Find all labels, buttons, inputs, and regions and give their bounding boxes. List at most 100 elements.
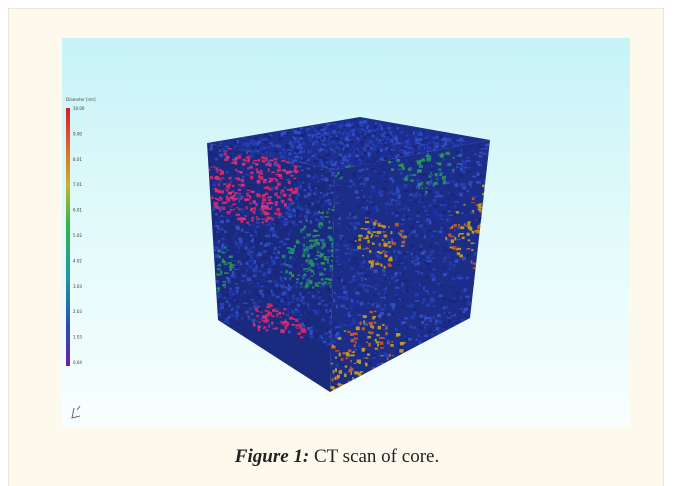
pore bbox=[448, 211, 451, 213]
pore bbox=[372, 120, 374, 122]
pore bbox=[400, 315, 403, 318]
pore bbox=[325, 216, 329, 217]
pore bbox=[333, 370, 335, 374]
pore bbox=[322, 340, 324, 342]
pore bbox=[391, 149, 395, 150]
pore bbox=[298, 138, 300, 140]
pore bbox=[407, 280, 409, 281]
colorbar-label: 8.01 bbox=[73, 157, 82, 162]
pore bbox=[315, 311, 319, 315]
pore bbox=[297, 310, 299, 313]
pore bbox=[324, 201, 327, 203]
pore bbox=[401, 223, 405, 225]
pore bbox=[282, 148, 285, 151]
pore bbox=[346, 153, 349, 156]
pore bbox=[354, 337, 358, 339]
pore bbox=[467, 298, 471, 301]
pore bbox=[414, 296, 418, 299]
pore bbox=[417, 169, 421, 173]
pore bbox=[256, 218, 260, 220]
pore bbox=[282, 276, 284, 278]
pore bbox=[364, 278, 367, 280]
pore bbox=[453, 157, 455, 159]
pore bbox=[284, 187, 286, 188]
pore bbox=[368, 174, 372, 176]
pore bbox=[406, 255, 410, 258]
pore bbox=[374, 125, 377, 129]
pore bbox=[314, 253, 317, 255]
pore bbox=[240, 209, 244, 211]
pore bbox=[289, 209, 292, 211]
pore bbox=[283, 131, 287, 133]
pore bbox=[270, 221, 273, 223]
pore bbox=[391, 161, 394, 163]
pore bbox=[326, 193, 328, 196]
pore bbox=[386, 156, 389, 158]
pore bbox=[410, 162, 413, 165]
pore bbox=[351, 119, 353, 122]
pore bbox=[401, 306, 405, 308]
pore bbox=[229, 255, 233, 258]
pore bbox=[221, 306, 224, 309]
pore bbox=[343, 314, 346, 316]
pore bbox=[433, 139, 435, 141]
pore bbox=[422, 229, 426, 233]
pore bbox=[370, 140, 374, 144]
pore bbox=[371, 186, 375, 189]
pore bbox=[298, 181, 301, 185]
pore bbox=[345, 308, 348, 309]
pore bbox=[328, 166, 331, 168]
pore bbox=[443, 180, 446, 183]
pore bbox=[351, 279, 355, 281]
pore bbox=[271, 217, 274, 219]
pore bbox=[413, 131, 416, 134]
pore bbox=[436, 163, 440, 164]
pore bbox=[219, 154, 223, 157]
pore bbox=[353, 225, 355, 226]
pore bbox=[310, 240, 314, 242]
pore bbox=[271, 290, 273, 294]
pore bbox=[321, 131, 324, 134]
pore bbox=[288, 250, 290, 253]
pore bbox=[326, 288, 330, 291]
pore bbox=[409, 194, 412, 196]
pore bbox=[300, 282, 303, 284]
pore bbox=[278, 137, 282, 140]
pore bbox=[249, 202, 251, 204]
pore bbox=[338, 257, 340, 260]
pore bbox=[290, 149, 292, 151]
pore bbox=[420, 314, 423, 317]
pore bbox=[368, 362, 372, 365]
pore bbox=[352, 307, 356, 310]
pore bbox=[282, 169, 286, 171]
pore bbox=[315, 199, 317, 202]
pore bbox=[378, 292, 381, 295]
pore bbox=[379, 193, 382, 196]
pore bbox=[341, 358, 344, 361]
pore bbox=[479, 152, 483, 154]
pore bbox=[340, 197, 342, 200]
pore bbox=[404, 257, 407, 258]
pore bbox=[453, 173, 455, 176]
pore bbox=[419, 341, 421, 344]
pore bbox=[248, 242, 250, 245]
pore bbox=[219, 256, 221, 258]
pore bbox=[287, 150, 291, 151]
pore bbox=[467, 254, 471, 256]
pore bbox=[376, 334, 379, 336]
pore bbox=[226, 190, 229, 192]
pore bbox=[374, 129, 377, 130]
pore bbox=[209, 147, 212, 150]
pore bbox=[430, 183, 433, 185]
pore bbox=[235, 177, 237, 179]
pore bbox=[245, 242, 247, 244]
pore bbox=[433, 134, 435, 136]
pore bbox=[338, 223, 340, 225]
pore bbox=[388, 258, 392, 261]
pore bbox=[449, 268, 452, 270]
pore bbox=[351, 258, 353, 261]
pore bbox=[393, 281, 395, 282]
pore bbox=[345, 253, 348, 255]
pore bbox=[344, 324, 347, 326]
pore bbox=[425, 324, 428, 325]
